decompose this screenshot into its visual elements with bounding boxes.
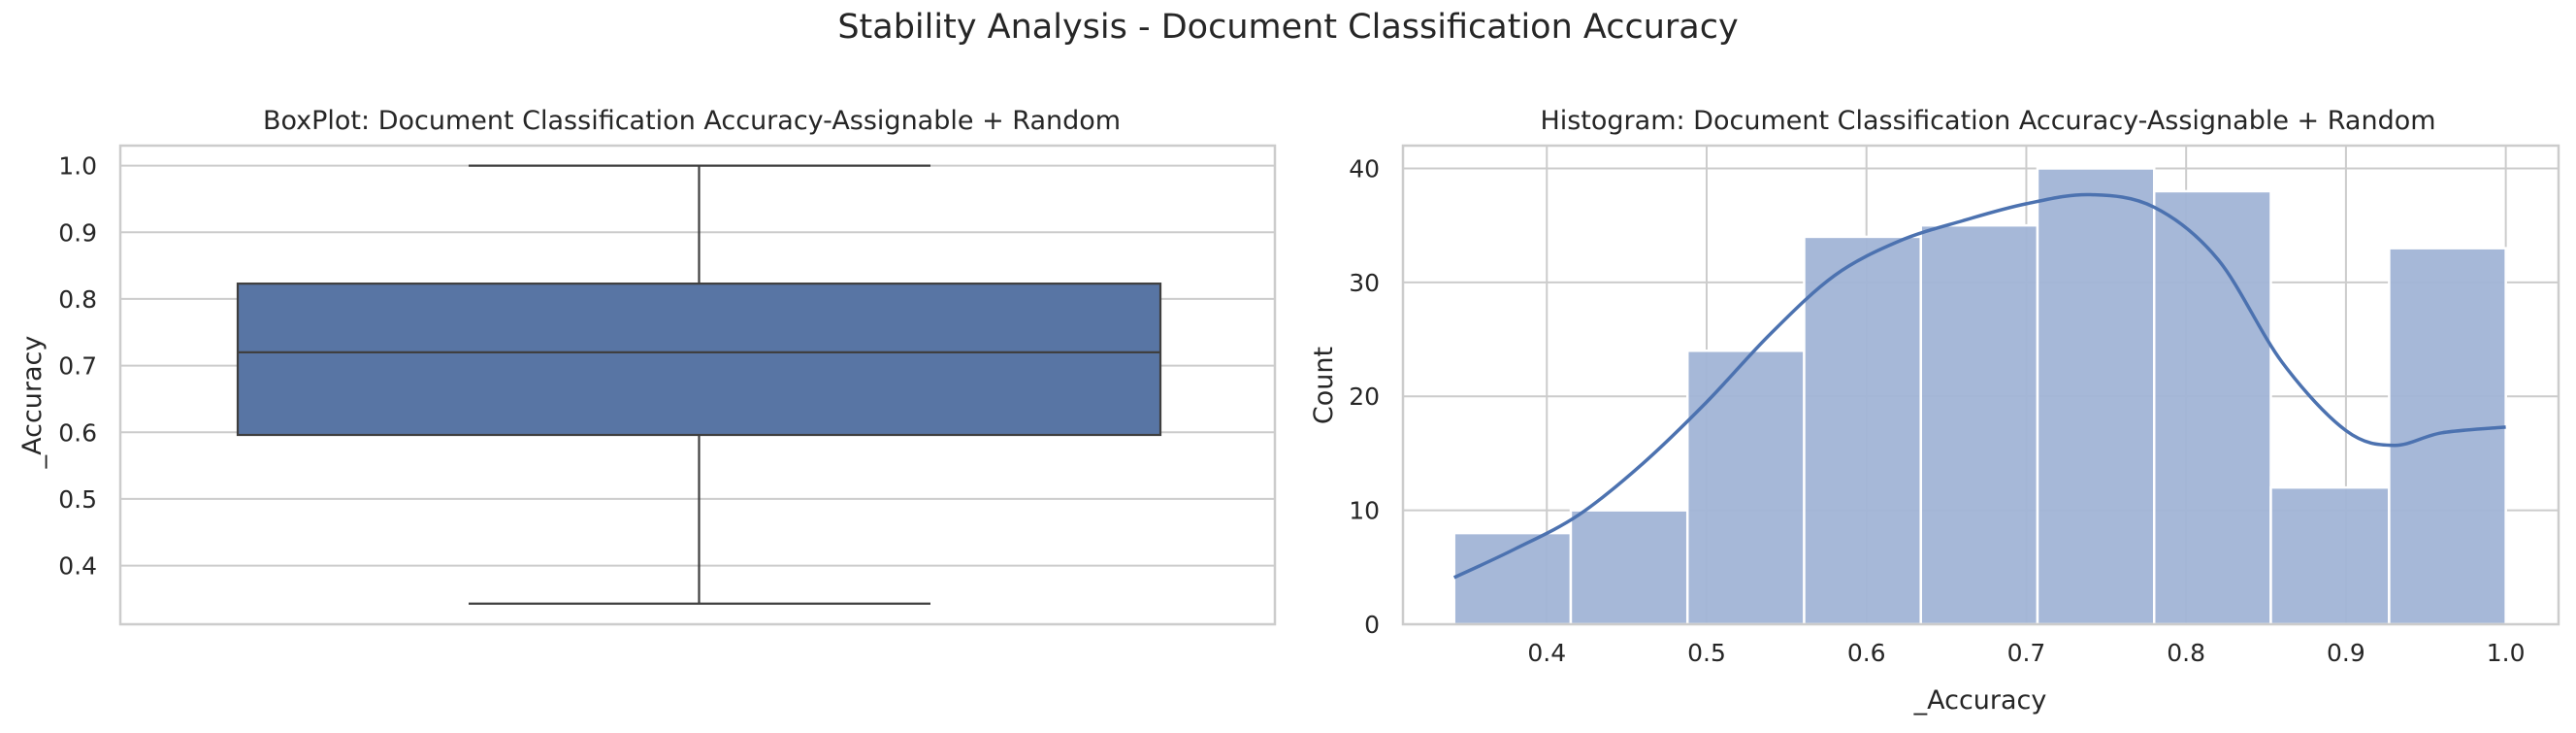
histogram-bar	[2152, 189, 2272, 626]
histogram-bar	[2269, 485, 2391, 626]
histogram-bar	[2036, 167, 2156, 626]
histogram-xticks: 0.4 0.5 0.6 0.7 0.8 0.9 1.0	[1527, 639, 2525, 667]
histogram-ylabel: Count	[1309, 347, 1339, 424]
boxplot-frame	[118, 144, 1277, 626]
histogram-xtick-label: 0.8	[2167, 639, 2205, 667]
histogram-ytick-label: 30	[1349, 269, 1380, 297]
histogram-bar	[2388, 247, 2507, 626]
histogram-kde	[1452, 192, 2506, 580]
boxplot-ytick-label: 0.4	[58, 552, 97, 581]
boxplot-title: BoxPlot: Document Classification Accurac…	[263, 106, 1121, 136]
histogram-ytick-label: 0	[1364, 611, 1380, 639]
boxplot-yticks: 0.4 0.5 0.6 0.7 0.8 0.9 1.0	[58, 152, 97, 581]
boxplot-ytick-label: 0.5	[58, 485, 97, 514]
histogram-bar	[1569, 509, 1689, 626]
histogram-ytick-label: 40	[1349, 154, 1380, 183]
histogram-bar	[1452, 531, 1573, 626]
figure-title: Stability Analysis - Document Classifica…	[837, 8, 1739, 47]
histogram-xtick-label: 0.6	[1847, 639, 1886, 667]
histogram-title: Histogram: Document Classification Accur…	[1540, 106, 2435, 136]
histogram-bar	[1685, 350, 1806, 626]
histogram-xtick-label: 0.7	[2007, 639, 2046, 667]
boxplot-iqr-box	[236, 283, 1162, 437]
histogram-bar	[1919, 223, 2039, 626]
histogram-xtick-label: 0.9	[2327, 639, 2365, 667]
boxplot-ytick-label: 0.7	[58, 352, 97, 381]
boxplot-ytick-label: 1.0	[58, 152, 97, 181]
histogram-xtick-label: 0.4	[1527, 639, 1566, 667]
boxplot-ytick-label: 0.6	[58, 418, 97, 447]
boxplot-ylabel: _Accuracy	[17, 336, 48, 470]
boxplot-ytick-label: 0.9	[58, 218, 97, 247]
histogram-ytick-label: 20	[1349, 383, 1380, 411]
histogram-xtick-label: 1.0	[2487, 639, 2526, 667]
histogram-xtick-label: 0.5	[1687, 639, 1726, 667]
histogram-bars	[1452, 167, 2507, 626]
histogram-bar	[1803, 235, 1922, 626]
boxplot-panel: BoxPlot: Document Classification Accurac…	[17, 106, 1277, 626]
histogram-yticks: 0 10 20 30 40	[1349, 154, 1380, 639]
histogram-panel: Histogram: Document Classification Accur…	[1309, 106, 2560, 716]
histogram-frame	[1401, 144, 2560, 626]
boxplot-ytick-label: 0.8	[58, 285, 97, 314]
histogram-kde-line	[1452, 192, 2506, 580]
boxplot-box	[236, 164, 1162, 605]
histogram-ytick-label: 10	[1349, 497, 1380, 525]
histogram-xlabel: _Accuracy	[1913, 685, 2047, 716]
